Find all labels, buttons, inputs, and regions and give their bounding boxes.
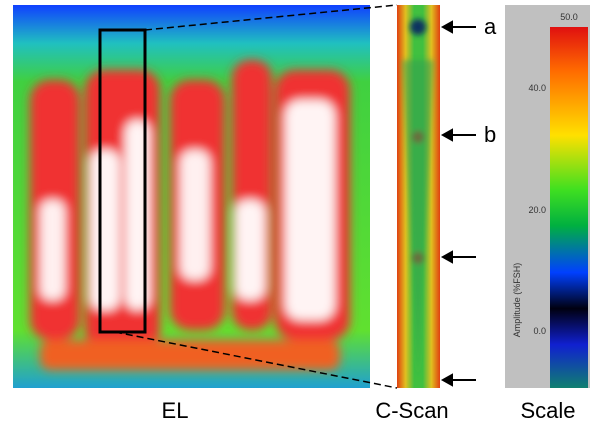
marker-label: b <box>484 122 496 147</box>
scale-tick: 0.0 <box>533 326 546 336</box>
panel-label: C-Scan <box>375 398 448 423</box>
el-image <box>13 5 370 388</box>
scale-tick: 50.0 <box>560 12 578 22</box>
scale-panel <box>505 5 590 388</box>
zoom-line <box>144 4 398 31</box>
scale-tick: 40.0 <box>528 83 546 93</box>
panel-label: Scale <box>520 398 575 423</box>
scale-tick: 20.0 <box>528 205 546 215</box>
marker-label: a <box>484 14 497 39</box>
panel-label: EL <box>162 398 189 423</box>
zoom-box <box>98 28 147 334</box>
scale-title: Amplitude (%FSH) <box>512 263 522 338</box>
zoom-line <box>114 331 398 389</box>
markers <box>440 20 476 387</box>
cscan-image <box>397 5 440 388</box>
